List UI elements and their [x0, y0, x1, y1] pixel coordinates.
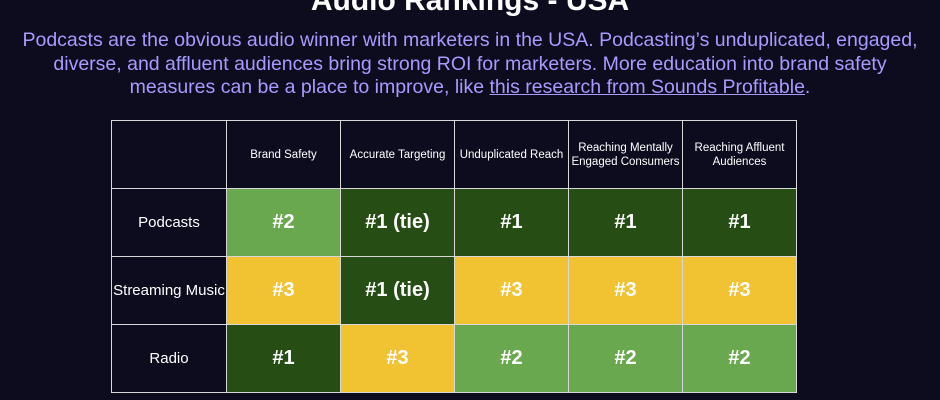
intro-text: Podcasts are the obvious audio winner wi… — [22, 29, 918, 98]
rank-cell: #1 — [454, 188, 569, 257]
rank-cell: #1 (tie) — [340, 188, 455, 257]
rank-cell: #3 — [454, 256, 569, 325]
rank-cell: #1 (tie) — [340, 256, 455, 325]
sounds-profitable-research-link[interactable]: this research from Sounds Profitable — [489, 76, 805, 98]
rank-cell: #1 — [568, 188, 683, 257]
rank-cell: #1 — [226, 324, 341, 393]
column-header-brand-safety: Brand Safety — [226, 120, 341, 189]
rank-cell: #3 — [682, 256, 797, 325]
table-row-podcasts: Podcasts #2 #1 (tie) #1 #1 #1 — [111, 188, 797, 257]
table-row-radio: Radio #1 #3 #2 #2 #2 — [111, 324, 797, 393]
intro-paragraph: Podcasts are the obvious audio winner wi… — [14, 29, 926, 100]
row-header-radio: Radio — [111, 324, 227, 393]
rank-cell: #3 — [226, 256, 341, 325]
rank-cell: #2 — [682, 324, 797, 393]
page-title: Audio Rankings - USA — [310, 0, 630, 17]
rank-cell: #3 — [340, 324, 455, 393]
column-header-accurate-targeting: Accurate Targeting — [340, 120, 455, 189]
table-row-streaming-music: Streaming Music #3 #1 (tie) #3 #3 #3 — [111, 256, 797, 325]
rank-cell: #3 — [568, 256, 683, 325]
row-header-podcasts: Podcasts — [111, 188, 227, 257]
column-header-affluent-audiences: Reaching Affluent Audiences — [682, 120, 797, 189]
rank-cell: #1 — [682, 188, 797, 257]
table-corner-cell — [111, 120, 227, 189]
table-header-row: Brand Safety Accurate Targeting Unduplic… — [111, 120, 797, 189]
column-header-mentally-engaged: Reaching Mentally Engaged Consumers — [568, 120, 683, 189]
intro-end: . — [804, 76, 811, 98]
column-header-unduplicated-reach: Unduplicated Reach — [454, 120, 569, 189]
rank-cell: #2 — [454, 324, 569, 393]
row-header-streaming-music: Streaming Music — [111, 256, 227, 325]
rank-cell: #2 — [568, 324, 683, 393]
rankings-table: Brand Safety Accurate Targeting Unduplic… — [111, 120, 797, 393]
rank-cell: #2 — [226, 188, 341, 257]
